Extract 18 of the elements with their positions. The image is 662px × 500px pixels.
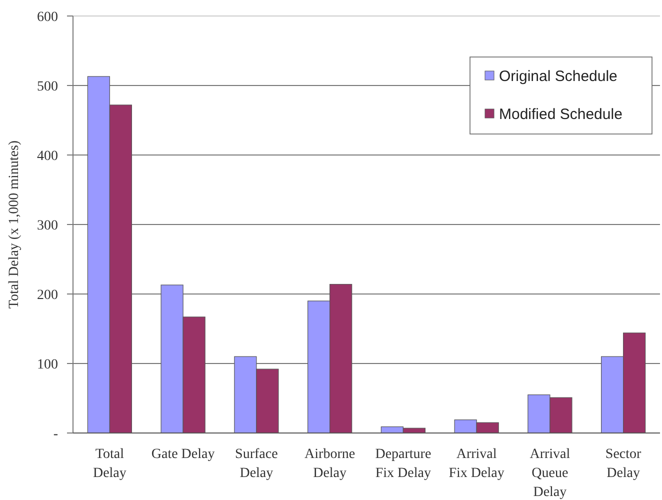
y-axis-title: Total Delay (x 1,000 minutes) [7, 140, 22, 309]
y-tick-label: 400 [37, 148, 58, 164]
x-tick-label: Departure Fix Delay [375, 447, 432, 481]
x-tick-label: Total Delay [92, 447, 126, 481]
y-tick-label: 600 [37, 10, 58, 25]
y-tick-label: 500 [37, 79, 58, 94]
x-tick-label: Arrival Fix Delay [448, 447, 504, 481]
y-tick-label: 200 [37, 288, 58, 303]
x-tick-label: Surface Delay [235, 447, 278, 481]
y-tick-label: 300 [37, 218, 58, 234]
legend-label: Modified Schedule [499, 106, 622, 123]
x-tick-label: Sector Delay [605, 447, 642, 481]
y-tick-label: 100 [37, 357, 58, 372]
x-tick-label: Airborne Delay [304, 447, 356, 481]
y-tick-label: - [53, 426, 58, 442]
x-tick-label: Arrival Queue Delay [530, 447, 570, 500]
x-tick-label: Gate Delay [151, 447, 215, 462]
legend-label: Original Schedule [499, 68, 618, 85]
